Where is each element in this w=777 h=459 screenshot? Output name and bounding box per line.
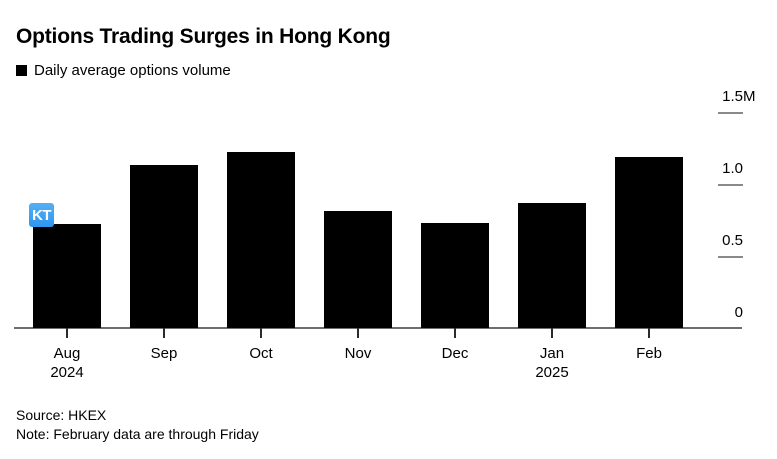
y-axis-tick-1.5	[718, 112, 743, 114]
x-axis-tick-feb	[648, 328, 650, 338]
bar-dec	[421, 223, 489, 328]
y-axis-tick-1.0	[718, 184, 743, 186]
legend-swatch-icon	[16, 65, 27, 76]
bar-jan	[518, 203, 586, 328]
y-axis-label-1.5M: 1.5	[722, 88, 743, 105]
chart-title: Options Trading Surges in Hong Kong	[16, 25, 391, 48]
x-axis-label-feb: Feb	[636, 345, 662, 362]
y-axis-label-1.0: 1.0	[722, 160, 743, 177]
note-line: Note: February data are through Friday	[16, 425, 259, 442]
x-axis-tick-nov	[357, 328, 359, 338]
x-axis-tick-jan	[551, 328, 553, 338]
x-axis-tick-oct	[260, 328, 262, 338]
x-axis-tick-dec	[454, 328, 456, 338]
x-axis-label-nov: Nov	[344, 345, 372, 362]
bar-oct	[227, 152, 295, 328]
x-axis-tick-sep	[163, 328, 165, 338]
bar-sep	[130, 165, 198, 328]
y-axis-label-0: 0	[734, 304, 743, 321]
x-axis-label-dec: Dec	[441, 345, 469, 362]
x-axis-label-oct: Oct	[249, 345, 273, 362]
chart-footnotes: Source: HKEX Note: February data are thr…	[16, 406, 259, 443]
bar-nov	[324, 211, 392, 328]
bar-aug	[33, 224, 101, 328]
legend-label: Daily average options volume	[34, 62, 231, 79]
x-axis-tick-aug	[66, 328, 68, 338]
bar-feb	[615, 157, 683, 328]
x-axis-label-jan: Jan 2025	[535, 345, 569, 381]
chart-legend: Daily average options volume	[16, 62, 231, 79]
y-axis-label-0.5: 0.5	[722, 232, 743, 249]
y-axis-unit-suffix: M	[743, 88, 756, 105]
y-axis-tick-0.5	[718, 256, 743, 258]
x-axis-label-sep: Sep	[150, 345, 178, 362]
x-axis-line	[14, 327, 742, 329]
source-line: Source: HKEX	[16, 407, 107, 423]
x-axis-label-aug: Aug 2024	[50, 345, 84, 381]
kt-hint-badge[interactable]: KT	[29, 203, 54, 227]
